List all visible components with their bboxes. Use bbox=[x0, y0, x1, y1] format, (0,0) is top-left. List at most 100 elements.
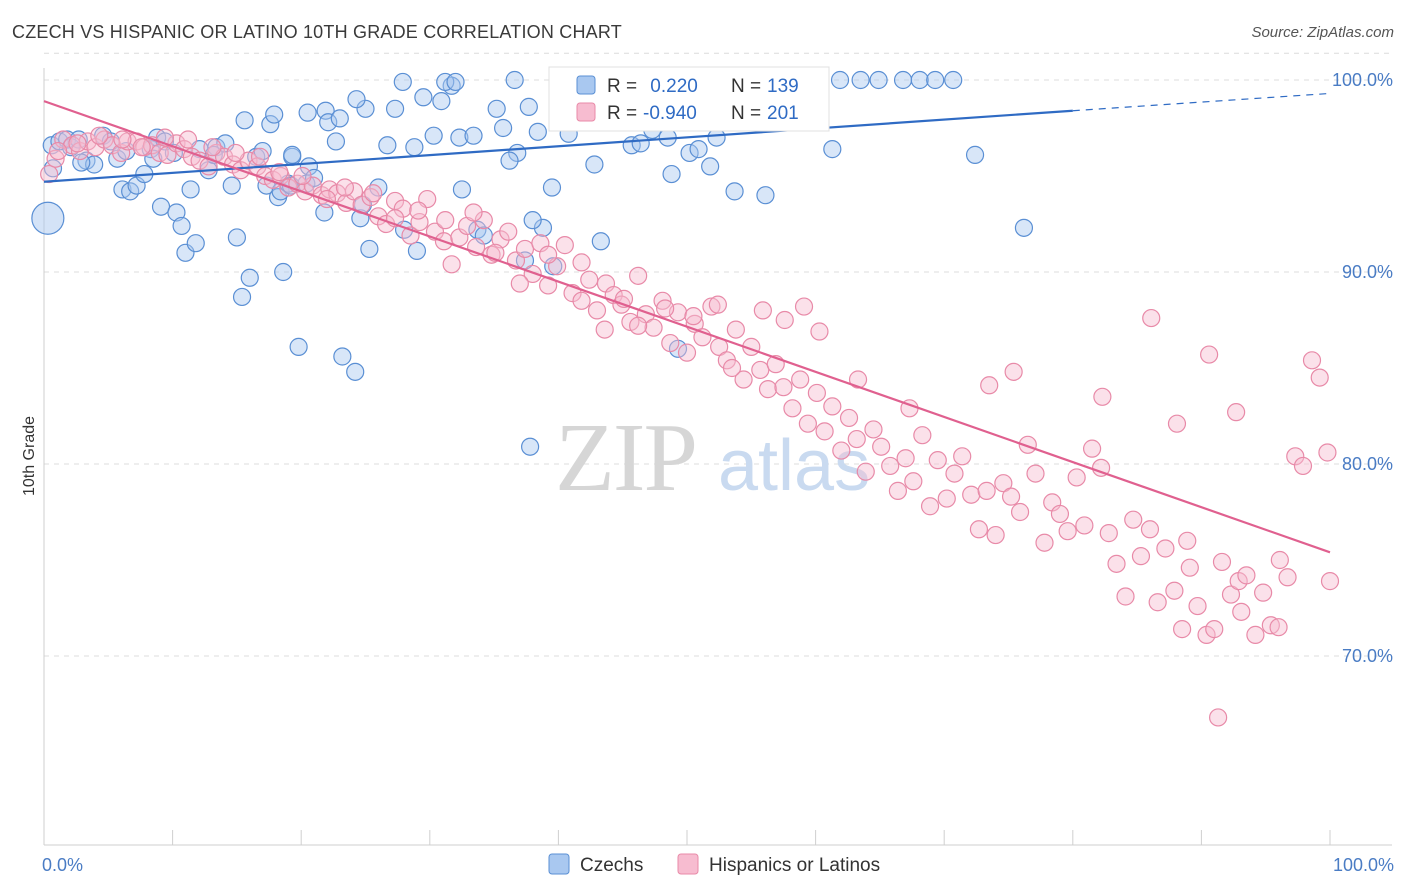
y-tick-label-80: 80.0% bbox=[1342, 454, 1393, 474]
czech-point-35 bbox=[232, 287, 252, 307]
czech-point-25 bbox=[181, 180, 200, 199]
hisp-point-172 bbox=[775, 310, 794, 330]
hisp-point-100 bbox=[847, 429, 866, 449]
hisp-point-89 bbox=[758, 380, 778, 399]
hisp-point-177 bbox=[656, 299, 675, 318]
hisp-point-107 bbox=[904, 472, 923, 491]
gridlines bbox=[44, 52, 1392, 657]
hisp-point-181 bbox=[572, 291, 591, 310]
czech-point-138 bbox=[823, 140, 842, 159]
legend-czech-r-value: 0.220 bbox=[645, 76, 698, 97]
czech-point-92 bbox=[544, 257, 563, 276]
czech-point-100 bbox=[631, 134, 650, 153]
chart-title: CZECH VS HISPANIC OR LATINO 10TH GRADE C… bbox=[12, 22, 622, 42]
hisp-point-189 bbox=[364, 184, 383, 203]
hisp-point-154 bbox=[1286, 447, 1305, 466]
hisp-point-99 bbox=[839, 408, 859, 428]
hisp-point-115 bbox=[969, 520, 989, 539]
watermark-zip: ZIP bbox=[555, 404, 696, 512]
czech-point-54 bbox=[298, 103, 317, 122]
czech-point-51 bbox=[289, 337, 308, 356]
hisp-point-170 bbox=[810, 322, 829, 341]
hisp-point-73 bbox=[629, 266, 648, 285]
legend-hisp-r-value: -0.940 bbox=[643, 103, 697, 124]
watermark-atlas: atlas bbox=[718, 426, 870, 506]
hisp-point-116 bbox=[977, 481, 996, 500]
czech-point-59 bbox=[326, 132, 346, 151]
czech-point-90 bbox=[533, 218, 553, 237]
hisp-point-159 bbox=[1320, 572, 1340, 591]
hisp-point-166 bbox=[1004, 362, 1023, 381]
czech-point-28 bbox=[186, 234, 205, 253]
hisp-point-195 bbox=[226, 143, 245, 163]
hisp-point-167 bbox=[980, 376, 999, 395]
hisp-point-46 bbox=[410, 212, 429, 232]
hisp-point-102 bbox=[864, 420, 883, 439]
hisp-point-125 bbox=[1050, 504, 1070, 524]
hisp-point-38 bbox=[344, 182, 364, 201]
hisp-point-114 bbox=[962, 485, 981, 504]
czech-point-86 bbox=[494, 118, 513, 138]
hisp-point-132 bbox=[1107, 554, 1126, 573]
hisp-point-200 bbox=[113, 130, 132, 149]
hisp-point-110 bbox=[928, 451, 947, 470]
hisp-point-178 bbox=[629, 316, 648, 335]
y-axis-label: 10th Grade bbox=[21, 416, 38, 496]
czech-point-22 bbox=[151, 197, 171, 216]
hisp-point-101 bbox=[856, 462, 875, 481]
czech-point-103 bbox=[662, 164, 681, 184]
legend-hisp-r-label: R = bbox=[607, 103, 637, 124]
czech-point-91 bbox=[542, 178, 562, 197]
axes bbox=[43, 68, 1392, 846]
czech-point-49 bbox=[283, 145, 302, 164]
hisp-point-75 bbox=[644, 318, 663, 337]
hisp-point-171 bbox=[794, 297, 814, 316]
czech-point-60 bbox=[333, 347, 352, 366]
czech-point-42 bbox=[265, 105, 284, 124]
czech-point-58 bbox=[330, 109, 349, 128]
hisp-point-183 bbox=[510, 274, 529, 293]
hisp-point-164 bbox=[1167, 414, 1187, 433]
czech-point-41 bbox=[261, 115, 280, 134]
czech-point-56 bbox=[316, 101, 335, 120]
czech-point-69 bbox=[385, 99, 405, 118]
hisp-point-153 bbox=[1278, 568, 1297, 587]
hisp-point-2 bbox=[54, 130, 73, 149]
hisp-point-127 bbox=[1067, 468, 1086, 487]
czech-point-131 bbox=[910, 70, 929, 90]
czech-point-79 bbox=[446, 72, 465, 92]
hisp-point-174 bbox=[722, 358, 742, 378]
hisp-point-109 bbox=[920, 497, 940, 516]
hisp-point-180 bbox=[595, 320, 614, 339]
czech-point-55 bbox=[315, 203, 334, 222]
hisp-point-77 bbox=[661, 333, 680, 353]
hisp-point-126 bbox=[1058, 522, 1077, 541]
czech-point-133 bbox=[944, 70, 963, 90]
hisp-point-206 bbox=[1269, 618, 1288, 637]
bottom-legend-czech-swatch bbox=[548, 853, 570, 875]
chart-source: Source: ZipAtlas.com bbox=[1251, 24, 1394, 41]
hisp-point-193 bbox=[270, 163, 289, 182]
legend-hisp-n-label: N = bbox=[731, 103, 761, 124]
trend-lines bbox=[43, 92, 1331, 554]
hisp-point-122 bbox=[1026, 464, 1045, 483]
czech-point-45 bbox=[274, 262, 293, 282]
czech-point-76 bbox=[432, 92, 451, 111]
hisp-point-141 bbox=[1180, 558, 1199, 577]
czech-point-36 bbox=[235, 111, 254, 130]
czech-point-88 bbox=[519, 97, 538, 116]
hisp-point-182 bbox=[539, 245, 558, 264]
czech-point-132 bbox=[926, 70, 945, 90]
hisp-point-95 bbox=[807, 383, 826, 403]
czech-point-87 bbox=[505, 70, 524, 90]
legend: R = 0.220 N = 139 R = -0.940 N = 201 bbox=[548, 66, 830, 132]
hisp-point-106 bbox=[896, 449, 915, 468]
czech-points bbox=[31, 70, 1034, 456]
hisp-point-196 bbox=[203, 138, 222, 157]
hisp-point-93 bbox=[791, 370, 810, 389]
hisp-point-82 bbox=[702, 297, 721, 316]
hisp-point-205 bbox=[1178, 531, 1197, 550]
hisp-point-133 bbox=[1116, 587, 1135, 606]
hisp-point-85 bbox=[726, 320, 745, 339]
hisp-point-192 bbox=[293, 166, 312, 186]
